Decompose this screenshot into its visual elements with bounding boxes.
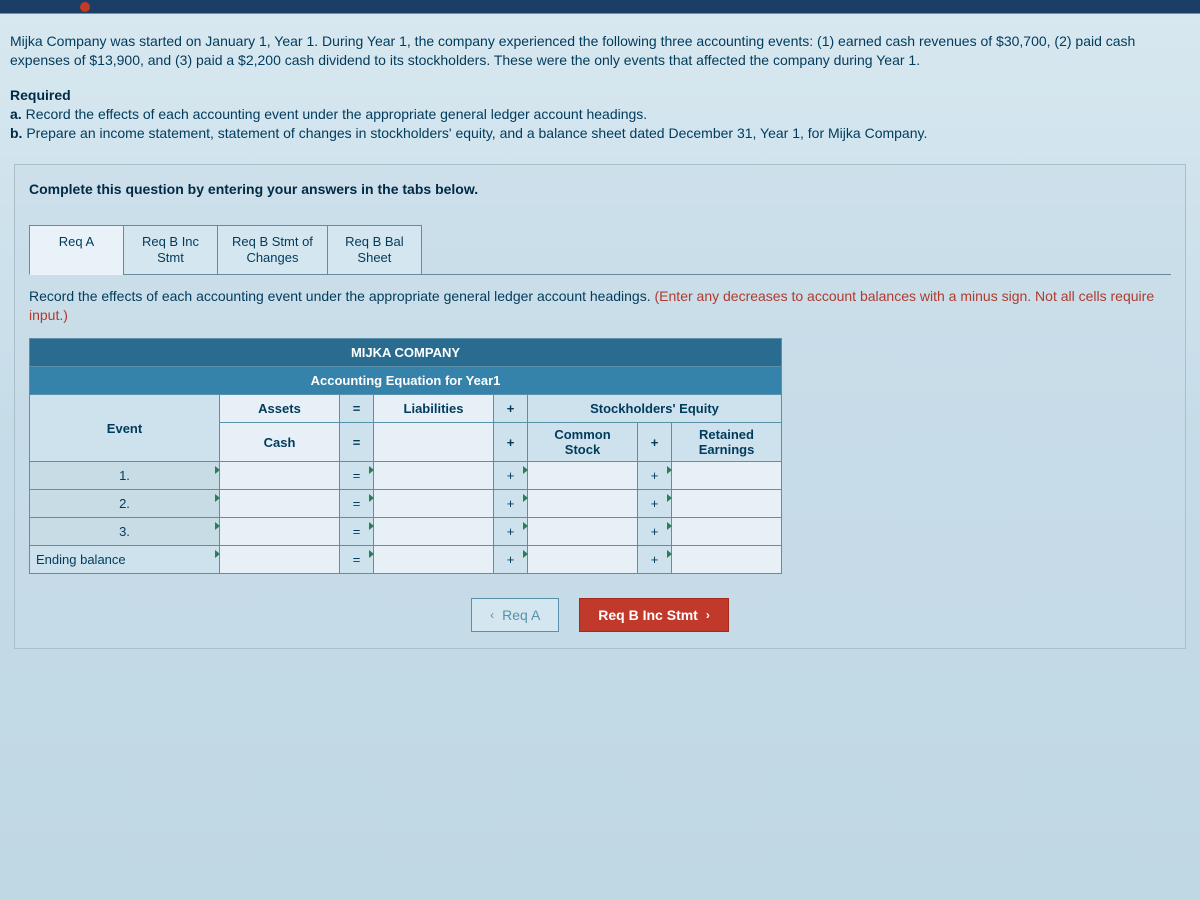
required-block: Required a. Record the effects of each a… [10,86,1190,143]
liab-ending[interactable] [374,546,494,574]
table-row: 2. = + + [30,490,782,518]
event-3-label: 3. [30,518,220,546]
liab-input-2[interactable] [374,490,494,518]
assets-header: Assets [220,395,340,423]
tab-req-b-stmt[interactable]: Req B Stmt ofChanges [217,225,328,274]
required-label: Required [10,86,1190,105]
liab-input-1[interactable] [374,462,494,490]
problem-statement: Mijka Company was started on January 1, … [10,32,1190,70]
next-label: Req B Inc Stmt [598,607,698,623]
common-input-3[interactable] [528,518,638,546]
liab-empty-header [374,423,494,462]
chevron-right-icon: › [706,608,710,622]
ending-balance-row: Ending balance = + + [30,546,782,574]
instruction-main: Record the effects of each accounting ev… [29,288,655,304]
tab-req-a[interactable]: Req A [29,225,124,274]
plus-op-3: + [638,423,672,462]
common-input-1[interactable] [528,462,638,490]
table-subtitle: Accounting Equation for Year1 [30,367,782,395]
tab-req-b-inc[interactable]: Req B IncStmt [123,225,218,274]
table-company-header: MIJKA COMPANY [30,339,782,367]
common-stock-header: CommonStock [528,423,638,462]
cash-header: Cash [220,423,340,462]
retained-input-3[interactable] [672,518,782,546]
ending-label: Ending balance [30,546,220,574]
plus-op-2: + [494,423,528,462]
tab-content-req-a: Record the effects of each accounting ev… [29,274,1171,633]
accounting-equation-table: MIJKA COMPANY Accounting Equation for Ye… [29,338,782,574]
common-ending[interactable] [528,546,638,574]
event-1-label: 1. [30,462,220,490]
prev-button[interactable]: ‹ Req A [471,598,559,632]
event-2-label: 2. [30,490,220,518]
cash-input-2[interactable] [220,490,340,518]
equity-header: Stockholders' Equity [528,395,782,423]
complete-instruction: Complete this question by entering your … [29,181,1171,197]
chevron-left-icon: ‹ [490,608,494,622]
event-header: Event [30,395,220,462]
window-control-icon [80,2,90,12]
retained-earnings-header: RetainedEarnings [672,423,782,462]
table-row: 3. = + + [30,518,782,546]
required-b-text: Prepare an income statement, statement o… [26,125,927,141]
tab-req-b-bal[interactable]: Req B BalSheet [327,225,422,274]
liab-input-3[interactable] [374,518,494,546]
cash-input-3[interactable] [220,518,340,546]
table-row: 1. = + + [30,462,782,490]
cash-ending[interactable] [220,546,340,574]
plus-op-1: + [494,395,528,423]
retained-ending[interactable] [672,546,782,574]
liabilities-header: Liabilities [374,395,494,423]
required-a: a. Record the effects of each accounting… [10,105,1190,124]
cash-input-1[interactable] [220,462,340,490]
answer-panel: Complete this question by entering your … [14,164,1186,649]
nav-buttons: ‹ Req A Req B Inc Stmt › [29,598,1171,632]
tab-instruction: Record the effects of each accounting ev… [29,287,1171,325]
eq-op-2: = [340,423,374,462]
next-button[interactable]: Req B Inc Stmt › [579,598,729,632]
window-titlebar [0,0,1200,14]
retained-input-1[interactable] [672,462,782,490]
common-input-2[interactable] [528,490,638,518]
retained-input-2[interactable] [672,490,782,518]
prev-label: Req A [502,607,540,623]
eq-op-1: = [340,395,374,423]
page-content: Mijka Company was started on January 1, … [0,14,1200,649]
tab-bar: Req A Req B IncStmt Req B Stmt ofChanges… [29,225,1171,274]
required-b: b. Prepare an income statement, statemen… [10,124,1190,143]
required-a-text: Record the effects of each accounting ev… [26,106,648,122]
